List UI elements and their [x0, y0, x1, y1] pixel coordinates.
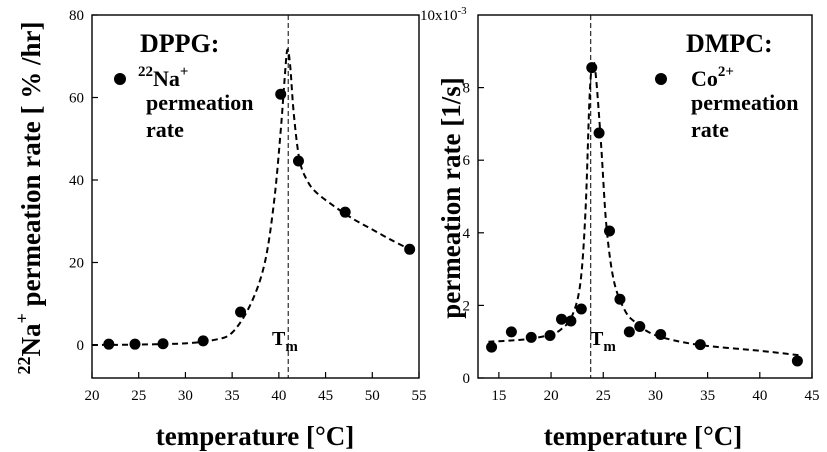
dmpc-legend-line2: permeation	[691, 90, 799, 115]
dmpc-legend-main: Co	[691, 66, 718, 91]
dmpc-y-multiplier-base: 10x10	[420, 8, 458, 24]
dppg-legend-line3: rate	[146, 117, 184, 142]
dppg-plot-frame	[91, 14, 420, 379]
dmpc-x-tick-label: 35	[700, 388, 715, 404]
dppg-y-tick-label: 40	[69, 173, 84, 189]
dppg-tm-label: Tm	[272, 328, 298, 355]
dmpc-data-points	[486, 62, 803, 367]
dppg-tm-main: T	[272, 328, 286, 350]
dppg-ylabel-sup2: +	[12, 313, 32, 323]
dppg-legend-marker	[114, 73, 126, 85]
dppg-data-point	[292, 155, 304, 167]
dmpc-x-tick-label: 40	[752, 388, 767, 404]
dppg-data-point	[339, 206, 351, 218]
dppg-x-tick-label: 55	[412, 388, 427, 404]
dmpc-x-tick-label: 45	[805, 388, 820, 404]
dppg-data-point	[129, 338, 141, 350]
dmpc-legend-marker	[655, 73, 667, 85]
dmpc-y-tick-label: 2	[463, 298, 471, 314]
dppg-data-point	[275, 88, 287, 100]
dmpc-data-point	[544, 330, 556, 342]
dmpc-x-tick-label: 30	[648, 388, 663, 404]
dppg-x-tick-label: 45	[318, 388, 333, 404]
dppg-y-tick-label: 60	[69, 91, 84, 107]
dmpc-x-tick-label: 15	[491, 388, 506, 404]
dppg-x-axis-label: temperature [°C]	[156, 421, 354, 451]
dppg-data-point	[103, 338, 115, 350]
dppg-ylabel-main: Na	[16, 323, 46, 356]
dmpc-y-tick-label: 8	[463, 81, 471, 97]
dppg-legend-sup-post: +	[180, 64, 189, 80]
dmpc-y-axis-label: permeation rate [1/s]	[436, 77, 466, 318]
dmpc-y-multiplier-exp: -3	[458, 5, 468, 17]
dppg-data-point	[197, 335, 209, 347]
dmpc-axis-ticks: 15 20 25 30 35 40 45 0 2 4 6 8	[463, 81, 820, 404]
dmpc-legend-label: Co2+	[691, 64, 734, 91]
dmpc-data-point	[505, 326, 517, 338]
dmpc-legend-line3: rate	[691, 117, 729, 142]
dmpc-legend-sup: 2+	[718, 64, 734, 80]
dppg-legend-sup-pre: 22	[138, 64, 153, 80]
dmpc-data-point	[791, 355, 803, 367]
dmpc-data-point	[575, 303, 587, 315]
dmpc-x-tick-label: 20	[544, 388, 559, 404]
dmpc-tm-main: T	[590, 328, 604, 350]
dmpc-tm-sub: m	[603, 339, 616, 355]
dppg-x-tick-label: 50	[365, 388, 380, 404]
dppg-x-tick-label: 20	[85, 388, 100, 404]
dmpc-tm-label: Tm	[590, 328, 616, 355]
dppg-x-tick-label: 40	[271, 388, 286, 404]
dmpc-panel: 15 20 25 30 35 40 45 0 2 4 6 8 10x10-3 DMPC: Co2+ p…	[420, 5, 820, 451]
dmpc-data-point	[586, 62, 598, 74]
dppg-title: DPPG:	[140, 29, 219, 58]
dppg-tm-sub: m	[285, 339, 298, 355]
dmpc-data-point	[565, 315, 577, 327]
dmpc-data-point	[604, 225, 616, 237]
dmpc-title: DMPC:	[686, 29, 773, 58]
dmpc-data-point	[593, 127, 605, 139]
dmpc-x-tick-label: 25	[596, 388, 611, 404]
dmpc-plot-frame	[477, 14, 813, 379]
dppg-y-tick-label: 20	[69, 256, 84, 272]
dppg-data-points	[103, 88, 416, 350]
dppg-x-tick-label: 30	[178, 388, 193, 404]
dppg-ylabel-rest: permeation rate [ % /hr]	[16, 22, 46, 314]
dmpc-data-point	[556, 313, 567, 325]
dppg-legend-line2: permeation	[146, 90, 254, 115]
dmpc-data-point	[486, 341, 498, 353]
dppg-ylabel-sup: 22	[14, 356, 34, 374]
dppg-x-tick-label: 25	[131, 388, 146, 404]
dmpc-y-tick-label: 4	[463, 226, 471, 242]
dmpc-data-point	[634, 320, 646, 332]
dppg-legend-main: Na	[153, 66, 180, 91]
dmpc-data-point	[655, 328, 667, 340]
dppg-y-tick-label: 80	[69, 8, 84, 24]
dmpc-x-axis-label: temperature [°C]	[544, 421, 742, 451]
dppg-data-point	[404, 243, 416, 255]
dmpc-data-point	[525, 331, 537, 343]
dmpc-data-point	[623, 326, 635, 338]
dppg-data-point	[235, 306, 247, 318]
dmpc-y-tick-label: 0	[463, 371, 471, 387]
dmpc-fit-curve-group	[488, 60, 802, 357]
dppg-x-tick-label: 35	[225, 388, 240, 404]
dppg-y-tick-label: 0	[77, 338, 85, 354]
dmpc-fit-curve	[488, 60, 802, 357]
dmpc-data-point	[694, 339, 706, 351]
dmpc-y-multiplier: 10x10-3	[420, 5, 467, 24]
dmpc-y-tick-label: 6	[463, 153, 471, 169]
dppg-legend-label: 22Na+	[138, 64, 188, 91]
dppg-data-point	[157, 338, 169, 350]
dmpc-data-point	[614, 293, 626, 305]
dppg-y-axis-label: 22Na+ permeation rate [ % /hr]	[12, 22, 46, 375]
